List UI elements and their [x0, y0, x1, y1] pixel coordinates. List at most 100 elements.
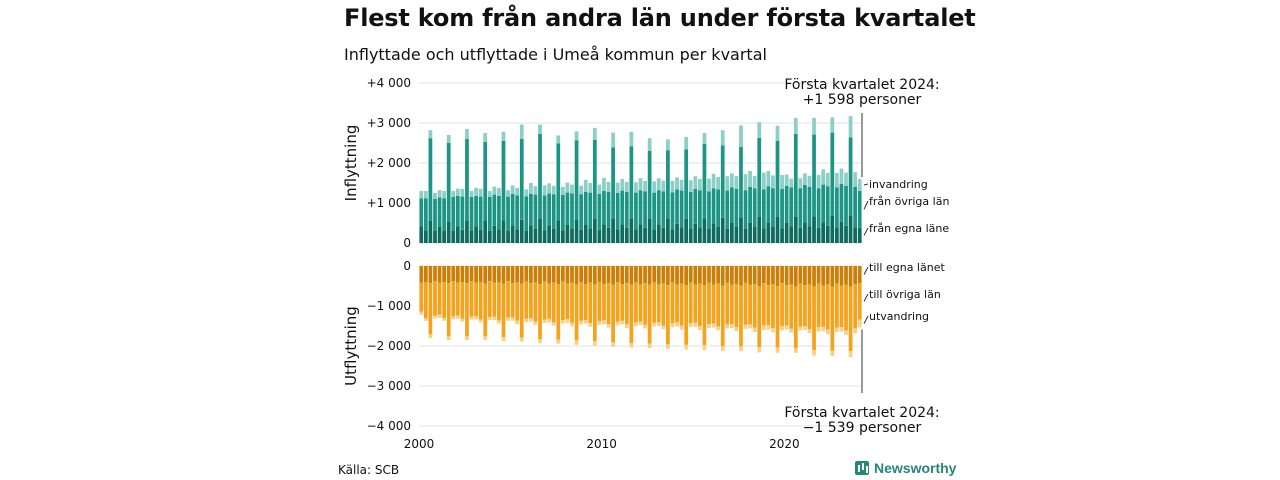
immigration-bar [670, 181, 675, 193]
emigration-bar [551, 322, 556, 326]
outflow-other-county-bar [748, 284, 752, 325]
immigration-bar [437, 190, 442, 198]
brand-logo[interactable]: Newsworthy [855, 460, 956, 476]
immigration-bar [793, 117, 798, 134]
inflow-own-county-bar [821, 222, 826, 243]
inflow-other-county-bar [720, 145, 725, 218]
inflow-other-county-bar [752, 188, 757, 227]
immigration-bar [771, 175, 775, 189]
inflow-own-county-bar [506, 230, 510, 243]
outflow-own-county-bar [515, 266, 520, 283]
emigration-bar [638, 321, 643, 326]
outflow-own-county-bar [729, 266, 734, 285]
immigration-bar [474, 187, 478, 196]
inflow-other-county-bar [693, 189, 698, 224]
immigration-bar [688, 180, 693, 192]
emigration-bar [624, 324, 629, 328]
outflow-own-county-bar [624, 266, 629, 284]
emigration-bar [533, 321, 538, 325]
outflow-other-county-bar [506, 281, 510, 318]
outflow-other-county-bar [761, 283, 766, 326]
emigration-bar [661, 325, 666, 330]
immigration-bar [729, 173, 734, 188]
inflow-other-county-bar [624, 191, 629, 228]
emigration-bar [830, 350, 835, 356]
outflow-own-county-bar [789, 266, 794, 285]
immigration-bar [551, 185, 556, 195]
outflow-other-county-bar [588, 282, 593, 324]
immigration-bar [679, 179, 684, 191]
emigration-bar [529, 318, 533, 322]
emigration-bar [821, 326, 826, 332]
outflow-own-county-bar [574, 266, 579, 285]
emigration-bar [734, 327, 739, 332]
outflow-own-county-bar [684, 266, 689, 286]
outflow-own-county-bar [666, 266, 670, 286]
immigration-bar [497, 188, 501, 196]
inflow-other-county-bar [707, 191, 711, 229]
series-label: till egna länet [869, 261, 945, 274]
inflow-own-county-bar [784, 222, 789, 243]
immigration-bar [643, 181, 647, 192]
immigration-bar [556, 135, 561, 144]
inflow-other-county-bar [835, 187, 839, 228]
emigration-bar [803, 326, 807, 330]
outflow-other-county-bar [848, 286, 853, 352]
emigration-bar [825, 329, 830, 334]
outflow-own-county-bar [656, 266, 661, 285]
emigration-bar [465, 336, 469, 340]
immigration-bar [835, 173, 839, 188]
inflow-own-county-bar [533, 229, 538, 243]
outflow-own-county-bar [542, 266, 547, 282]
outflow-other-county-bar [775, 286, 780, 348]
outflow-own-county-bar [807, 266, 812, 285]
outflow-other-county-bar [656, 284, 661, 322]
outflow-own-county-bar [602, 266, 606, 284]
emigration-bar [757, 347, 762, 353]
outflow-other-county-bar [752, 284, 757, 328]
outflow-other-county-bar [666, 285, 670, 345]
outflow-own-county-bar [433, 266, 437, 282]
outflow-other-county-bar [634, 282, 638, 323]
immigration-bar [506, 190, 510, 197]
immigration-bar [812, 117, 816, 135]
inflow-other-county-bar [538, 133, 542, 219]
inflow-other-county-bar [784, 185, 789, 223]
inflow-own-county-bar [615, 229, 620, 243]
immigration-bar [853, 172, 858, 187]
outflow-own-county-bar [629, 266, 634, 285]
inflow-other-county-bar [574, 140, 579, 220]
immigration-bar [533, 186, 538, 195]
inflow-own-county-bar [519, 219, 524, 243]
outflow-own-county-bar [835, 266, 839, 284]
inflow-own-county-bar [666, 219, 670, 243]
outflow-other-county-bar [789, 284, 794, 329]
outflow-other-county-bar [771, 284, 775, 328]
emigration-bar [848, 351, 853, 358]
lower-tick-label: 0 [403, 259, 411, 273]
inflow-other-county-bar [757, 137, 762, 217]
inflow-other-county-bar [716, 189, 721, 227]
outflow-other-county-bar [812, 286, 816, 350]
inflow-own-county-bar [588, 228, 593, 243]
inflow-own-county-bar [602, 224, 606, 243]
emigration-bar [670, 323, 675, 328]
immigration-bar [734, 176, 739, 189]
lower-annotation-line2: −1 539 personer [803, 420, 922, 436]
outflow-other-county-bar [497, 282, 501, 321]
emigration-bar [693, 322, 698, 327]
inflow-own-county-bar [844, 225, 848, 243]
immigration-bar [743, 174, 748, 191]
emigration-bar [725, 324, 730, 329]
inflow-own-county-bar [803, 222, 807, 243]
inflow-own-county-bar [556, 220, 561, 243]
inflow-other-county-bar [812, 134, 816, 217]
inflow-own-county-bar [684, 218, 689, 243]
inflow-other-county-bar [634, 192, 638, 230]
outflow-other-county-bar [716, 283, 721, 327]
inflow-own-county-bar [433, 231, 437, 243]
inflow-other-county-bar [789, 187, 794, 227]
immigration-bar [807, 175, 812, 187]
outflow-other-county-bar [780, 283, 784, 326]
emigration-bar [446, 336, 451, 340]
